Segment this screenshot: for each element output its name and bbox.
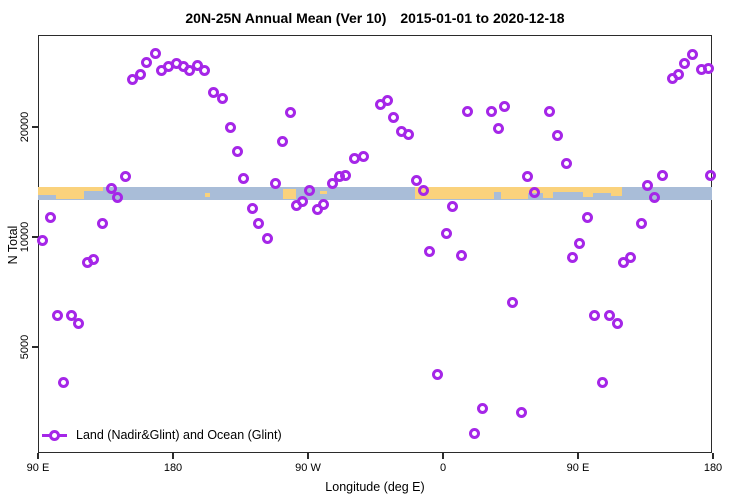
- legend-marker-icon: [49, 429, 60, 441]
- legend-label: Land (Nadir&Glint) and Ocean (Glint): [76, 428, 282, 442]
- x-axis-tick: [172, 453, 174, 459]
- x-axis-tick-label: 0: [439, 462, 447, 474]
- y-axis-tick-label: 5000: [19, 334, 31, 360]
- x-axis-tick: [712, 453, 714, 459]
- x-axis-title: Longitude (deg E): [325, 480, 425, 494]
- x-axis-tick-label: 90 E: [566, 462, 590, 474]
- y-axis-tick-label: 10000: [19, 221, 31, 253]
- legend: Land (Nadir&Glint) and Ocean (Glint): [42, 428, 282, 442]
- x-axis-tick: [37, 453, 39, 459]
- x-axis-tick: [307, 453, 309, 459]
- legend-line: [42, 429, 67, 441]
- x-axis-tick-label: 90 W: [295, 462, 321, 474]
- chart-title-dates: 2015-01-01 to 2020-12-18: [400, 10, 565, 26]
- x-axis-tick: [442, 453, 444, 459]
- y-axis-tick-label: 20000: [19, 111, 31, 143]
- plot-area: [38, 35, 712, 453]
- chart-title-main: 20N-25N Annual Mean (Ver 10): [185, 10, 387, 26]
- x-axis-tick: [577, 453, 579, 459]
- x-axis-tick-label: 180: [163, 462, 183, 474]
- chart-title: 20N-25N Annual Mean (Ver 10) 2015-01-01 t…: [0, 10, 750, 26]
- x-axis-tick-label: 180: [703, 462, 723, 474]
- x-axis-tick-label: 90 E: [26, 462, 50, 474]
- y-axis-title: N Total: [6, 225, 20, 265]
